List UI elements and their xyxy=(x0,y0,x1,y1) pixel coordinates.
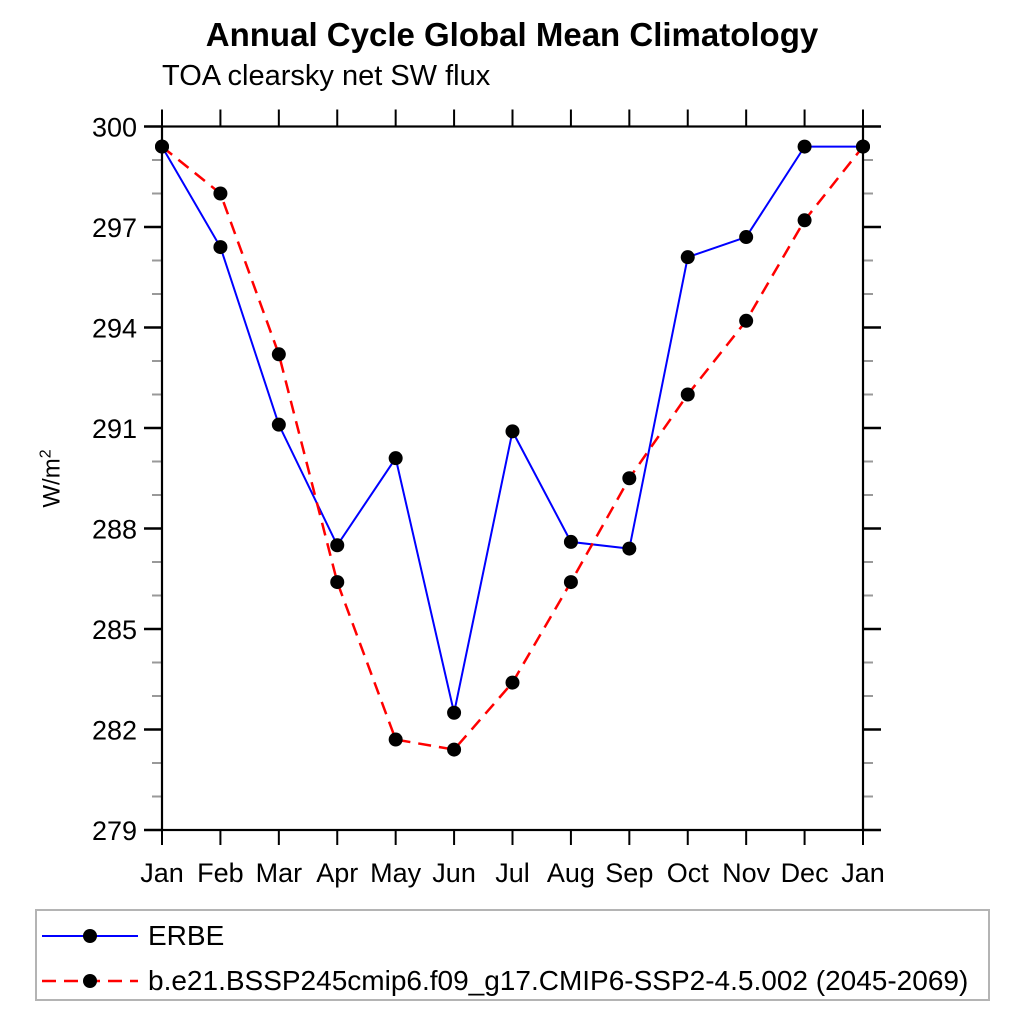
x-tick-label: Jan xyxy=(841,858,885,888)
x-tick-label: Jan xyxy=(140,858,184,888)
data-point-marker xyxy=(271,347,286,362)
y-tick-label: 288 xyxy=(92,515,137,545)
data-point-marker xyxy=(622,541,637,556)
y-tick-label: 291 xyxy=(92,414,137,444)
data-point-marker xyxy=(680,387,695,402)
data-point-marker xyxy=(563,575,578,590)
legend-item-model: b.e21.BSSP245cmip6.f09_g17.CMIP6-SSP2-4.… xyxy=(37,961,988,1001)
data-point-marker xyxy=(856,139,870,154)
data-point-marker xyxy=(505,675,520,690)
erbe-sample-marker xyxy=(83,929,97,943)
data-point-marker xyxy=(505,424,520,439)
x-tick-label: Mar xyxy=(256,858,303,888)
x-tick-label: May xyxy=(370,858,422,888)
data-point-marker xyxy=(563,534,578,549)
data-point-marker xyxy=(213,186,228,201)
x-tick-label: Sep xyxy=(605,858,653,888)
model-sample-marker xyxy=(83,974,97,988)
data-point-marker xyxy=(388,732,403,747)
y-axis-ticks xyxy=(144,125,881,832)
x-tick-label: Oct xyxy=(667,858,710,888)
y-axis-tick-labels: 279 282 285 288 291 294 297 300 xyxy=(92,113,137,847)
chart-subtitle: TOA clearsky net SW flux xyxy=(162,60,491,92)
legend-item-erbe: ERBE xyxy=(37,916,988,956)
x-tick-label: Aug xyxy=(547,858,595,888)
data-point-marker xyxy=(739,230,754,245)
erbe-markers xyxy=(155,139,870,720)
x-tick-label: Nov xyxy=(722,858,771,888)
data-point-marker xyxy=(330,575,345,590)
y-tick-label: 285 xyxy=(92,615,137,645)
data-point-marker xyxy=(680,250,695,265)
y-tick-label: 300 xyxy=(92,113,137,143)
x-tick-label: Jun xyxy=(432,858,476,888)
data-point-marker xyxy=(447,742,462,757)
y-tick-label: 297 xyxy=(92,213,137,243)
data-point-marker xyxy=(739,313,754,328)
y-tick-label: 282 xyxy=(92,716,137,746)
y-tick-label: 279 xyxy=(92,816,137,846)
x-tick-label: Feb xyxy=(197,858,244,888)
data-point-marker xyxy=(271,417,286,432)
data-point-marker xyxy=(797,139,812,154)
legend-label-erbe: ERBE xyxy=(148,920,225,951)
model-line-sample xyxy=(42,974,138,988)
x-axis-ticks xyxy=(161,109,864,845)
legend-label-model: b.e21.BSSP245cmip6.f09_g17.CMIP6-SSP2-4.… xyxy=(148,965,969,996)
x-tick-label: Jul xyxy=(495,858,530,888)
y-tick-label: 294 xyxy=(92,314,137,344)
chart-title: Annual Cycle Global Mean Climatology xyxy=(205,16,819,53)
data-point-marker xyxy=(622,471,637,486)
data-point-marker xyxy=(213,240,228,255)
data-point-marker xyxy=(155,139,169,154)
model-markers xyxy=(155,139,870,757)
data-point-marker xyxy=(797,213,812,228)
erbe-line-sample xyxy=(42,929,138,943)
data-point-marker xyxy=(388,451,403,466)
data-point-marker xyxy=(330,538,345,553)
x-axis-tick-labels: Jan Feb Mar Apr May Jun Jul Aug Sep Oct Nov Dec Jan xyxy=(140,858,885,888)
x-tick-label: Dec xyxy=(781,858,829,888)
model-line xyxy=(161,145,864,751)
legend: ERBE b.e21.BSSP245cmip6.f09_g17.CMIP6-SS… xyxy=(35,909,990,1001)
data-point-marker xyxy=(447,705,462,720)
plot-border xyxy=(160,125,865,832)
x-tick-label: Apr xyxy=(316,858,358,888)
